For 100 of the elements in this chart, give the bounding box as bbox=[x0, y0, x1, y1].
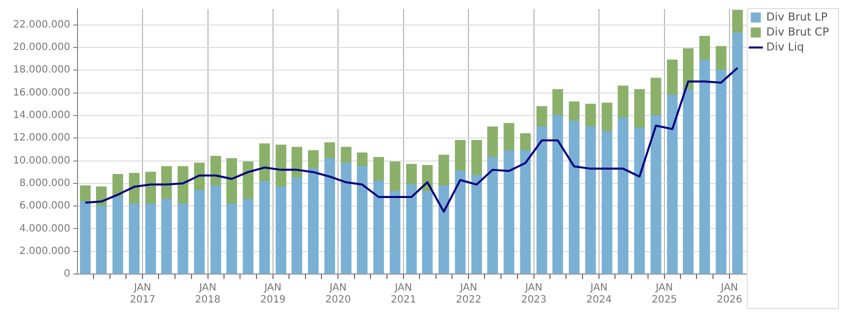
x-tick-label: JAN 2021 bbox=[390, 282, 416, 306]
bar bbox=[194, 190, 205, 274]
x-tick-label: JAN 2026 bbox=[716, 282, 742, 306]
bar bbox=[340, 146, 352, 164]
y-tick-label: 2.000.000 bbox=[19, 246, 70, 257]
bar bbox=[552, 89, 564, 116]
bar bbox=[308, 168, 319, 274]
x-tick-label: JAN 2022 bbox=[456, 282, 482, 306]
bar bbox=[650, 115, 662, 274]
bar bbox=[276, 186, 286, 274]
bar bbox=[276, 144, 286, 188]
y-tick-label: 8.000.000 bbox=[19, 178, 70, 189]
x-tick-label: JAN 2018 bbox=[195, 282, 220, 306]
bar bbox=[194, 162, 205, 191]
x-tick-label: JAN 2019 bbox=[260, 282, 286, 306]
bar bbox=[471, 140, 482, 176]
bar bbox=[716, 46, 726, 70]
x-tick-label: JAN 2024 bbox=[586, 282, 612, 306]
bar bbox=[178, 203, 188, 274]
bar bbox=[618, 86, 628, 118]
legend-label: Div Liq bbox=[766, 40, 804, 54]
bar bbox=[454, 170, 466, 274]
bar bbox=[716, 70, 726, 274]
bar bbox=[80, 185, 91, 202]
bar bbox=[568, 102, 580, 122]
bar bbox=[324, 158, 336, 274]
bar bbox=[259, 143, 270, 182]
y-tick-label: 10.000.000 bbox=[12, 155, 70, 166]
bar bbox=[324, 142, 336, 159]
y-tick-label: 20.000.000 bbox=[12, 42, 70, 54]
bar bbox=[406, 184, 417, 274]
bar bbox=[438, 185, 450, 274]
bar bbox=[145, 172, 156, 204]
bar bbox=[292, 146, 302, 178]
bar bbox=[373, 157, 384, 182]
bar bbox=[96, 206, 107, 274]
x-tick-label: JAN 2023 bbox=[521, 282, 547, 306]
x-tick-label: JAN 2020 bbox=[325, 282, 351, 306]
bar bbox=[390, 162, 400, 192]
bar bbox=[552, 115, 564, 274]
bar bbox=[308, 150, 319, 170]
bar bbox=[732, 10, 743, 34]
legend-label: Div Brut LP bbox=[766, 10, 828, 24]
bar bbox=[504, 150, 514, 274]
bar bbox=[504, 123, 514, 151]
bar bbox=[634, 89, 645, 128]
bar bbox=[356, 152, 368, 167]
bar bbox=[634, 128, 645, 274]
bar bbox=[226, 158, 238, 204]
y-tick-label: 18.000.000 bbox=[12, 64, 70, 76]
bar bbox=[520, 150, 531, 274]
bar bbox=[210, 185, 222, 274]
bar bbox=[178, 166, 188, 204]
y-tick-label: 6.000.000 bbox=[19, 200, 70, 212]
bar bbox=[536, 126, 548, 274]
bar bbox=[732, 32, 743, 274]
y-tick-label: 4.000.000 bbox=[19, 223, 70, 234]
bar bbox=[682, 48, 694, 90]
bar bbox=[145, 203, 156, 274]
bar bbox=[618, 117, 628, 274]
bar bbox=[602, 130, 612, 274]
bar bbox=[699, 36, 710, 60]
y-tick-label: 22.000.000 bbox=[12, 19, 70, 30]
bar bbox=[259, 180, 270, 274]
bar bbox=[520, 133, 531, 151]
y-tick-label: 16.000.000 bbox=[12, 87, 70, 98]
bar bbox=[112, 196, 124, 274]
bar bbox=[242, 162, 254, 200]
bar bbox=[667, 60, 678, 96]
bar bbox=[242, 198, 254, 274]
bar bbox=[340, 162, 352, 274]
x-tick-label: JAN 2025 bbox=[652, 282, 678, 306]
bar bbox=[487, 126, 498, 158]
bar bbox=[161, 198, 172, 274]
y-tick-label: 14.000.000 bbox=[12, 110, 70, 122]
bar bbox=[682, 89, 694, 274]
bar bbox=[373, 180, 384, 274]
bar bbox=[356, 166, 368, 274]
bar bbox=[406, 164, 417, 185]
bar bbox=[390, 191, 400, 274]
bar bbox=[585, 126, 596, 274]
bar bbox=[161, 166, 172, 200]
bar bbox=[226, 203, 238, 274]
bar bbox=[80, 201, 91, 274]
bar bbox=[667, 94, 678, 274]
bar bbox=[292, 177, 302, 274]
bar bbox=[650, 78, 662, 116]
bar bbox=[585, 104, 596, 128]
bar bbox=[422, 191, 433, 274]
y-tick-label: 0 bbox=[64, 268, 70, 280]
y-tick-label: 12.000.000 bbox=[12, 132, 70, 144]
bar bbox=[438, 154, 450, 186]
bar bbox=[210, 156, 222, 186]
bar bbox=[602, 102, 612, 132]
bar bbox=[128, 203, 140, 274]
bar bbox=[471, 175, 482, 274]
bar bbox=[536, 106, 548, 128]
bar bbox=[454, 140, 466, 172]
bar bbox=[568, 120, 580, 274]
bar bbox=[487, 157, 498, 274]
